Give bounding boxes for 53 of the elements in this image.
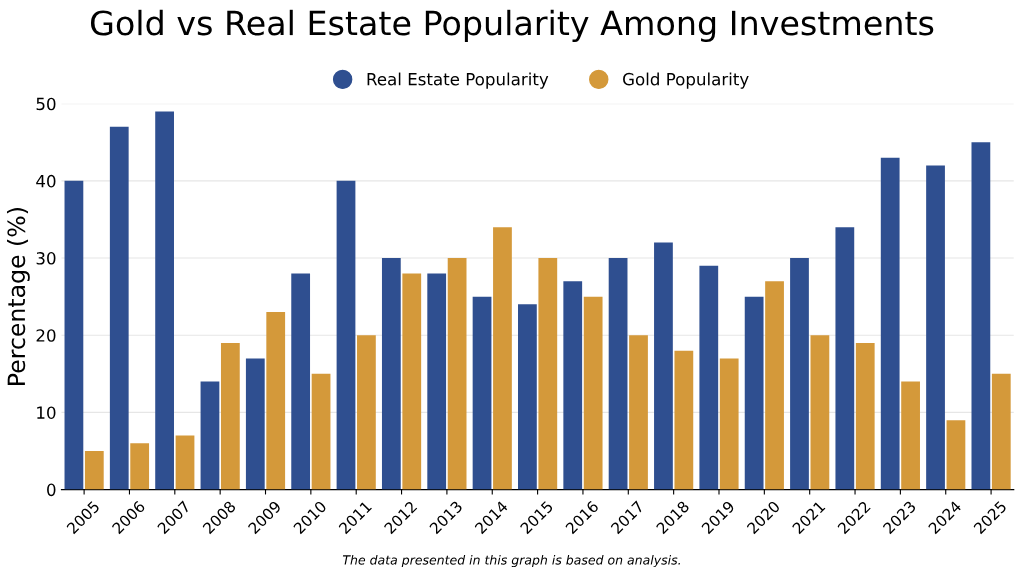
- bar: [402, 273, 422, 490]
- bar: [381, 258, 401, 490]
- bar: [130, 443, 150, 490]
- y-tick-label: 0: [47, 483, 56, 497]
- legend-label: Gold Popularity: [623, 72, 749, 89]
- bar: [880, 157, 900, 490]
- legend-label: Real Estate Popularity: [367, 72, 549, 89]
- bar: [200, 381, 220, 490]
- bar: [855, 342, 875, 490]
- bar: [84, 451, 104, 490]
- bar: [266, 312, 286, 490]
- bar: [946, 420, 966, 490]
- text: The data presented in this graph is based on analysis.: [342, 554, 680, 568]
- y-tick-label: 40: [36, 174, 56, 188]
- bar: [991, 373, 1011, 490]
- bar: [563, 281, 583, 490]
- bar: [311, 373, 331, 490]
- y-axis-title: Percentage (%): [6, 208, 30, 385]
- bar: [926, 165, 945, 490]
- chart-title: Gold vs Real Estate Popularity Among Investments: [90, 9, 934, 43]
- bar: [447, 258, 467, 490]
- bar: [971, 142, 991, 490]
- bar: [245, 358, 265, 490]
- bar: [654, 242, 673, 490]
- bar: [109, 126, 129, 490]
- bar: [291, 273, 311, 490]
- bar: [518, 304, 537, 490]
- bar: [538, 258, 558, 490]
- y-tick-label: 50: [36, 97, 56, 111]
- y-tick-label: 20: [36, 329, 56, 342]
- bar: [357, 335, 376, 490]
- bar: [674, 350, 694, 490]
- bar: [427, 273, 447, 490]
- bar: [336, 180, 356, 490]
- y-tick-label: 10: [37, 406, 56, 419]
- bar: [901, 381, 920, 490]
- bar: [493, 227, 512, 490]
- bar: [608, 258, 628, 490]
- bar: [699, 265, 719, 490]
- bar: [64, 180, 84, 490]
- bar: [790, 258, 809, 490]
- bar: [175, 435, 195, 490]
- bar: [765, 281, 784, 490]
- bar: [220, 342, 240, 490]
- bar: [719, 358, 739, 490]
- bar: [583, 296, 603, 490]
- bar: [744, 296, 764, 490]
- y-tick-label: 30: [36, 252, 56, 265]
- bar: [835, 227, 855, 490]
- bar: [810, 335, 830, 490]
- bar: [155, 111, 174, 490]
- bar: [629, 335, 648, 490]
- bar: [472, 296, 492, 490]
